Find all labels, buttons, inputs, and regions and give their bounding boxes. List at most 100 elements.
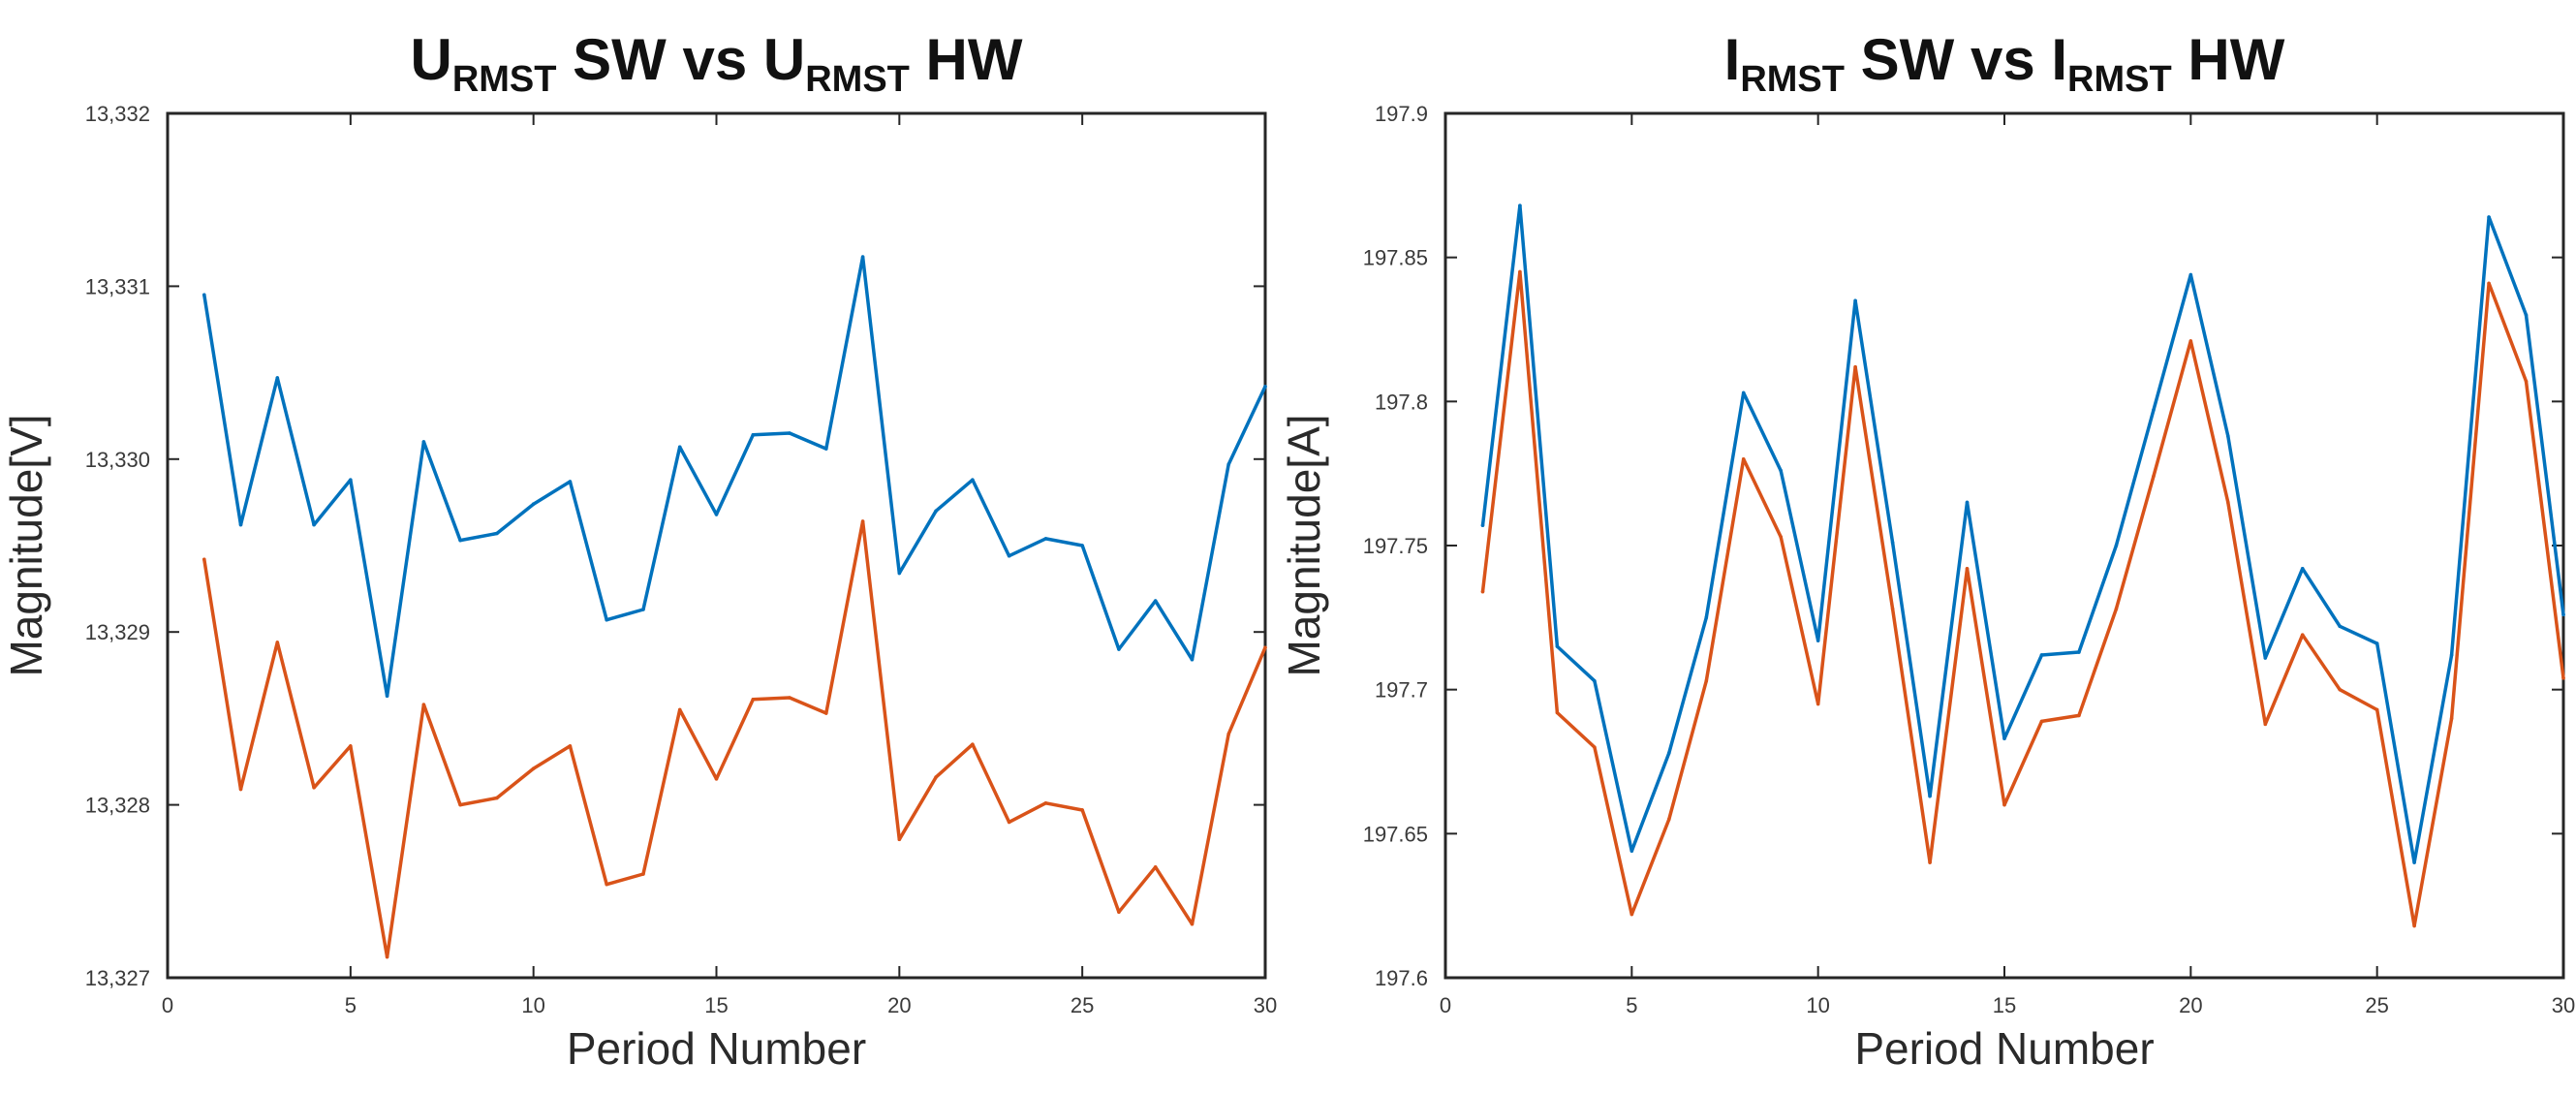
series-1-point: [1965, 500, 1970, 505]
series-1-point: [421, 440, 426, 444]
series-1-point: [385, 694, 389, 699]
series-2-point: [2263, 722, 2268, 727]
series-1-point: [677, 445, 682, 450]
series-1-point: [2374, 641, 2379, 645]
x-tick-label: 5: [345, 993, 357, 1017]
series-1-point: [2524, 313, 2529, 317]
series-1-point: [714, 513, 719, 516]
series-2-point: [2152, 474, 2156, 479]
series-2-point: [2188, 339, 2193, 343]
series-2-point: [458, 802, 462, 807]
chart-title: URMST SW vs URMST HW: [410, 27, 1022, 100]
series-line-1: [1480, 203, 2565, 864]
series-2-point: [1704, 678, 1709, 683]
plot-frame: [166, 111, 1267, 980]
series-2-point: [788, 696, 791, 700]
series-1-point: [605, 617, 608, 622]
series-1-point: [824, 447, 828, 451]
series-2-point: [1263, 645, 1267, 650]
series-1-point: [1741, 391, 1746, 395]
series-1-point: [531, 502, 536, 506]
series-2-point: [1779, 535, 1783, 539]
series-2-point: [605, 882, 608, 887]
series-1-point: [1226, 462, 1231, 466]
series-1-point: [2152, 408, 2156, 413]
series-2-point: [1153, 865, 1158, 869]
y-tick-label: 197.85: [1363, 246, 1428, 270]
y-tick-label: 197.75: [1363, 534, 1428, 558]
series-2-point: [1007, 820, 1011, 825]
series-1-point: [1816, 639, 1820, 642]
series-2-point: [2412, 923, 2416, 928]
series-1-point: [1593, 678, 1597, 683]
title-subscript: RMST: [1740, 59, 1845, 100]
series-2-point: [238, 787, 243, 792]
title-subscript: RMST: [452, 59, 557, 100]
series-1-point: [2487, 215, 2491, 219]
series-1-point: [1080, 544, 1084, 547]
y-axis-label: Magnitude[A]: [1279, 414, 1329, 676]
series-1-point: [934, 509, 938, 514]
series-2-point: [1190, 922, 1195, 926]
series-1-point: [2449, 653, 2454, 657]
series-1-point: [202, 293, 206, 297]
series-2-point: [349, 744, 353, 748]
y-tick-label: 13,328: [85, 794, 150, 818]
series-2-point: [2039, 719, 2044, 724]
y-tick-label: 13,332: [85, 102, 150, 126]
series-2-point: [1593, 745, 1597, 749]
title-text: SW vs I: [1845, 27, 2067, 92]
series-1-point: [1704, 615, 1709, 620]
series-2-point: [1080, 808, 1084, 812]
series-2-point: [860, 519, 865, 523]
series-1-point: [1890, 541, 1895, 545]
x-tick-label: 15: [1993, 993, 2016, 1017]
series-1-point: [2039, 653, 2044, 657]
series-2-point: [1667, 817, 1671, 822]
series-2-point: [1117, 910, 1121, 915]
series-1-point: [458, 538, 462, 543]
series-2-point: [385, 954, 389, 959]
series-1-point: [2077, 650, 2081, 654]
x-tick-label: 0: [162, 993, 173, 1017]
series-2-point: [1555, 710, 1560, 715]
x-tick-label: 0: [1440, 993, 1451, 1017]
series-1-point: [2002, 736, 2006, 741]
series-1-point: [1153, 599, 1158, 603]
series-1-point: [860, 255, 865, 259]
series-2-point: [714, 777, 719, 781]
title-subscript: RMST: [2067, 59, 2172, 100]
series-2-point: [2524, 379, 2529, 384]
series-2-point: [1480, 589, 1485, 594]
series-1-point: [788, 431, 791, 435]
series-2-point: [531, 766, 536, 770]
y-tick-label: 197.6: [1375, 966, 1428, 990]
x-tick-label: 20: [2179, 993, 2202, 1017]
series-2-point: [1890, 607, 1895, 611]
x-tick-label: 15: [704, 993, 728, 1017]
series-2-point: [1816, 702, 1820, 706]
series-1-point: [751, 433, 756, 437]
series-2-point: [824, 711, 828, 715]
series-2-point: [2300, 633, 2305, 637]
series-2-point: [751, 697, 756, 702]
series-1-point: [238, 522, 243, 527]
series-1-point: [2188, 272, 2193, 277]
x-tick-label: 5: [1626, 993, 1637, 1017]
series-1-point: [2561, 612, 2565, 617]
series-2-point: [568, 744, 573, 748]
series-2-point: [1928, 860, 1932, 864]
title-text: HW: [910, 27, 1023, 92]
series-2-point: [2561, 675, 2565, 680]
series-1-point: [1629, 849, 1634, 853]
series-2-point: [202, 557, 206, 562]
series-1-point: [1007, 553, 1011, 558]
title-text: HW: [2172, 27, 2285, 92]
title-subscript: RMST: [805, 59, 910, 100]
plot-frame: [1443, 111, 2565, 980]
chart-title: IRMST SW vs IRMST HW: [1724, 27, 2285, 100]
x-tick-label: 10: [521, 993, 544, 1017]
y-tick-label: 197.65: [1363, 822, 1428, 846]
